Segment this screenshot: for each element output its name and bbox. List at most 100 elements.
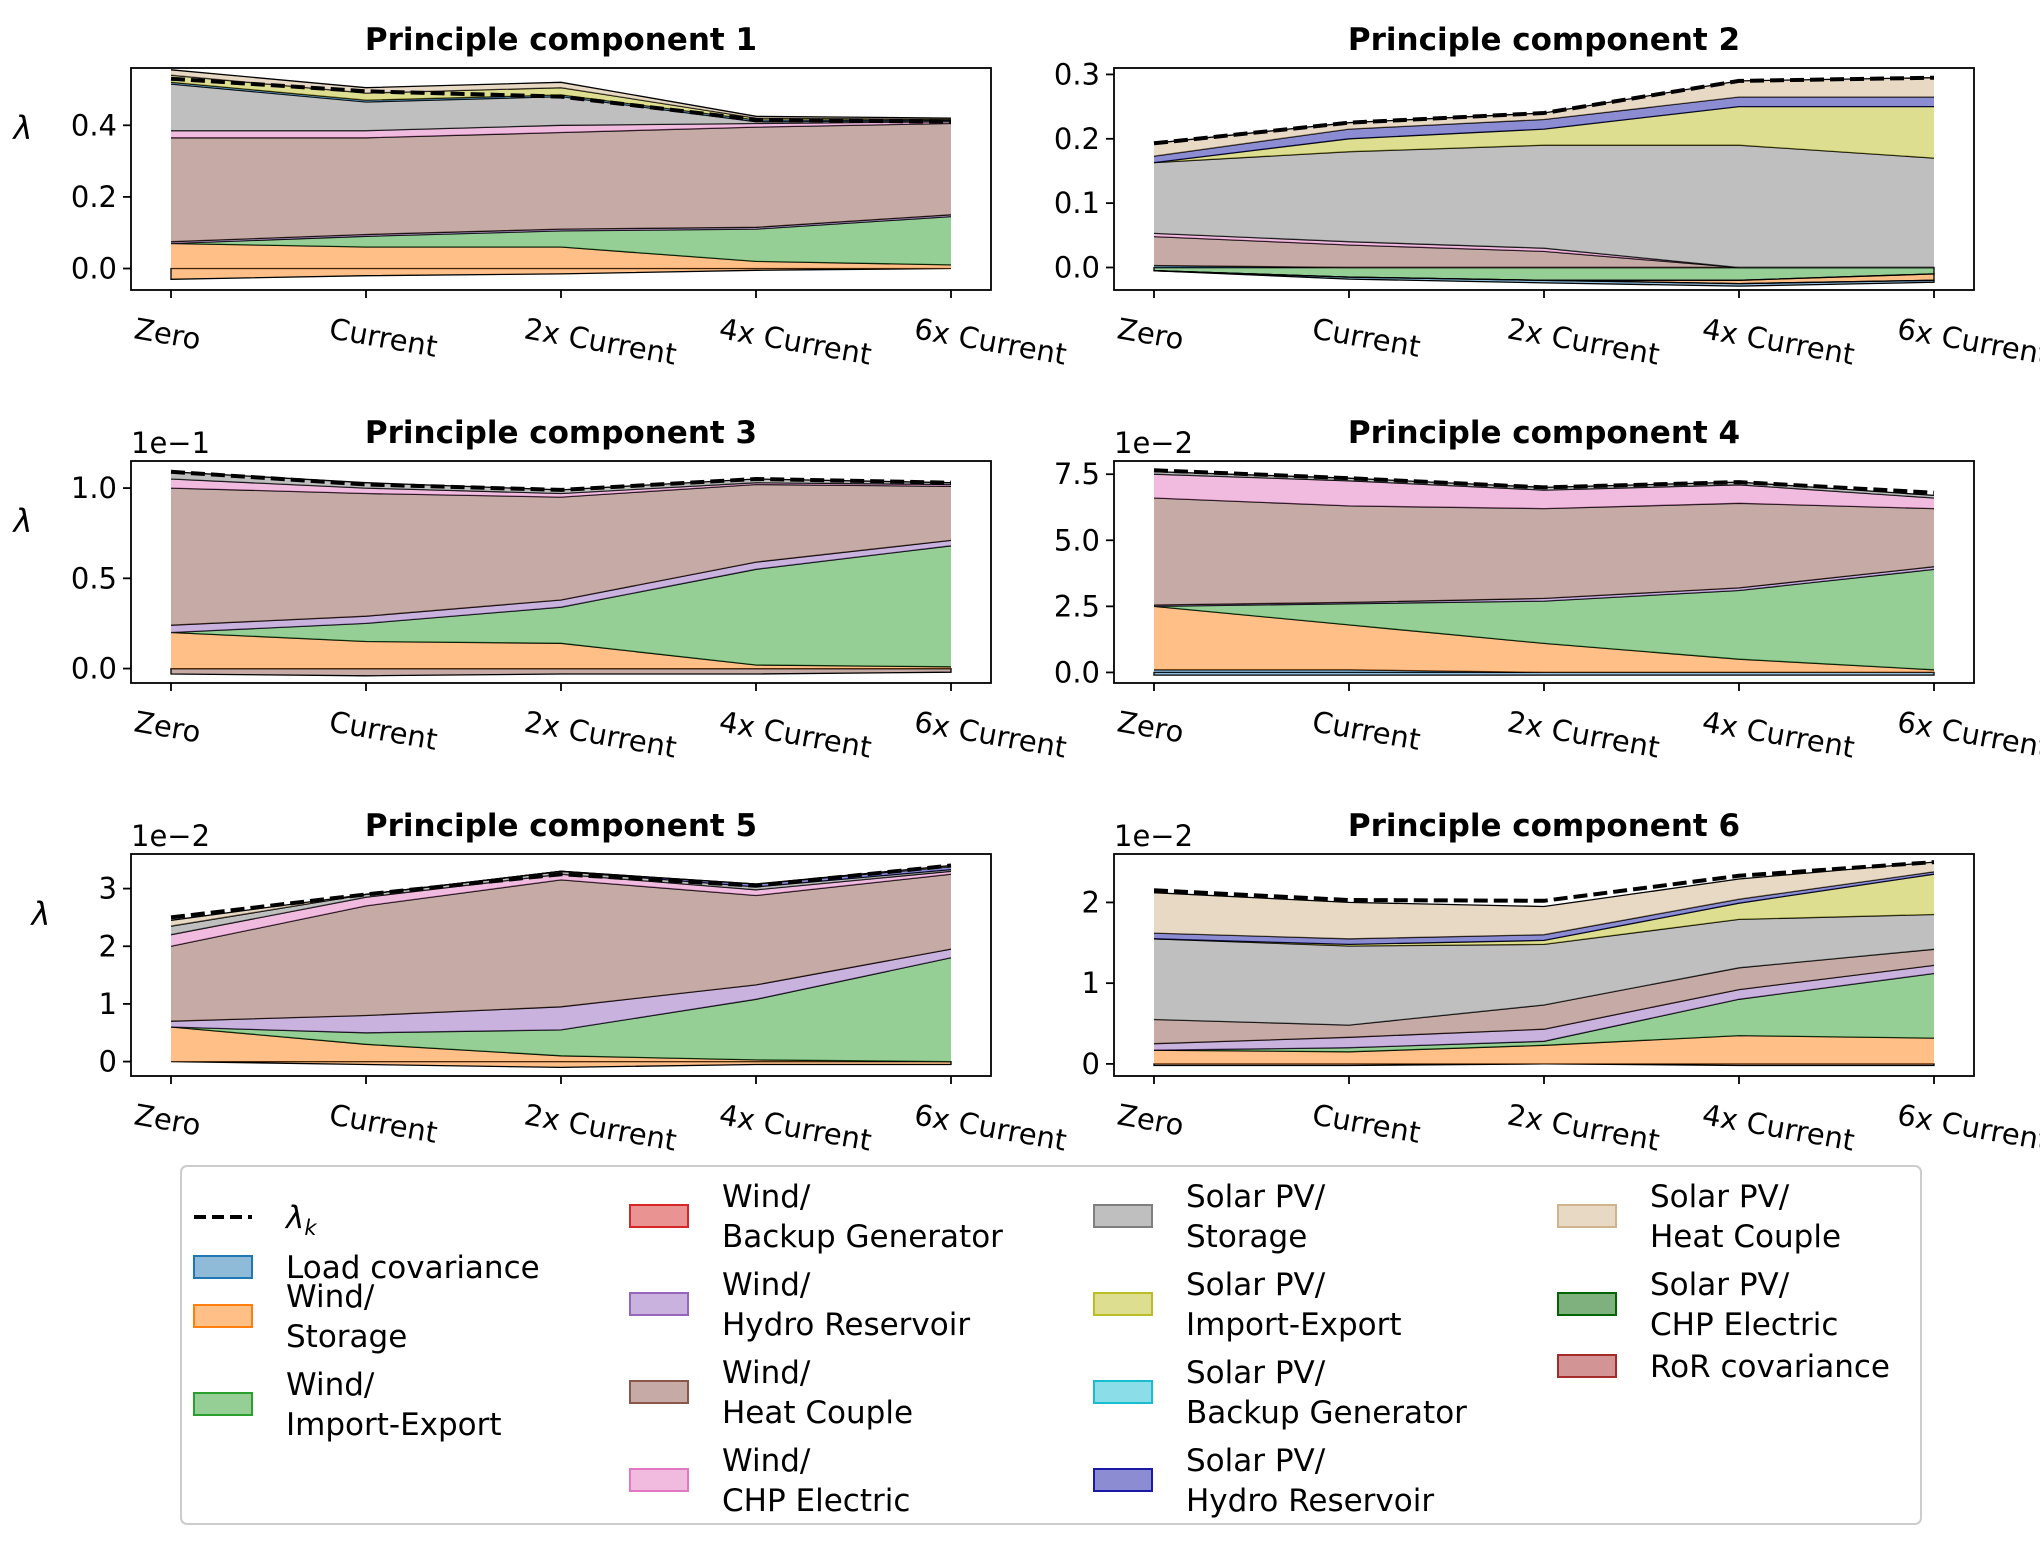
legend-swatch-s_hr xyxy=(1093,1468,1153,1492)
y-axis-label: λ xyxy=(30,895,51,933)
legend-swatch-s_ie xyxy=(1093,1292,1153,1316)
y-tick-label: 0.0 xyxy=(71,252,117,286)
subplot-title: Principle component 5 xyxy=(365,808,757,844)
area-w_hc xyxy=(1154,498,1934,605)
area-w_hr xyxy=(171,949,951,1033)
subplot-title: Principle component 6 xyxy=(1348,808,1740,844)
legend-label-load: Load covariance xyxy=(286,1250,540,1286)
area-w_ie xyxy=(171,545,951,667)
area-w_sto xyxy=(1154,1035,1934,1064)
subplot-title: Principle component 4 xyxy=(1348,415,1740,451)
legend-label-w_hr: Wind/Hydro Reservoir xyxy=(722,1267,970,1343)
area-w_sto xyxy=(1154,606,1934,673)
legend-label-s_sto: Solar PV/Storage xyxy=(1186,1179,1326,1255)
y-tick-label: 3 xyxy=(99,872,117,906)
legend-label-s_hr: Solar PV/Hydro Reservoir xyxy=(1186,1443,1434,1519)
legend-swatch-w_ie xyxy=(193,1392,253,1416)
legend-label-w_ie: Wind/Import-Export xyxy=(286,1367,502,1443)
subplot-title: Principle component 2 xyxy=(1348,22,1740,58)
area-w_chp xyxy=(1154,474,1934,509)
legend-swatch-w_hc xyxy=(629,1380,689,1404)
y-tick-label: 1 xyxy=(99,987,117,1021)
y-tick-label: 0.0 xyxy=(1054,655,1100,689)
y-tick-label: 5.0 xyxy=(1054,523,1100,557)
y-tick-label: 0.4 xyxy=(71,108,117,142)
legend-swatch-w_bg xyxy=(629,1204,689,1228)
area-edge-s_hc xyxy=(1153,861,1935,908)
y-tick-label: 0.3 xyxy=(1054,57,1100,91)
area-w_hc xyxy=(171,123,951,242)
y-tick-label: 0.0 xyxy=(1054,250,1100,284)
area-w_sto xyxy=(171,1027,951,1062)
area-s_ie xyxy=(1154,874,1934,946)
area-w_hr xyxy=(171,540,951,633)
y-tick-label: 0 xyxy=(1082,1047,1100,1081)
legend-swatch-s_chp xyxy=(1557,1292,1617,1316)
legend-swatch-ror xyxy=(1557,1354,1617,1378)
subplot-title: Principle component 1 xyxy=(365,22,757,58)
y-tick-label: 0.2 xyxy=(71,180,117,214)
area-s_ie xyxy=(1154,106,1934,163)
lambda-k-line xyxy=(1153,468,1935,495)
lambda-k-line xyxy=(170,863,952,920)
axis-multiplier: 1e−2 xyxy=(1114,426,1193,460)
legend-swatch-w_sto xyxy=(193,1304,253,1328)
axis-multiplier: 1e−1 xyxy=(131,426,210,460)
y-tick-label: 0.5 xyxy=(71,561,117,595)
legend-swatch-w_chp xyxy=(629,1468,689,1492)
area-s_hr xyxy=(1154,871,1934,945)
area-load xyxy=(1154,265,1934,268)
legend-label-w_chp: Wind/CHP Electric xyxy=(722,1443,910,1519)
area-s_sto xyxy=(1154,914,1934,1026)
legend-label-s_bg: Solar PV/Backup Generator xyxy=(1186,1355,1467,1431)
area-w_hc xyxy=(171,874,951,1022)
legend-label-w_hc: Wind/Heat Couple xyxy=(722,1355,913,1431)
y-tick-label: 2 xyxy=(1082,885,1100,919)
area-w_sto xyxy=(171,243,951,269)
y-tick-label: 1 xyxy=(1082,966,1100,1000)
area-s_sto xyxy=(1154,145,1934,268)
legend-label-ror: RoR covariance xyxy=(1650,1349,1890,1385)
lambda-k-line xyxy=(170,469,952,492)
legend-box xyxy=(180,1165,1922,1525)
legend-label-s_chp: Solar PV/CHP Electric xyxy=(1650,1267,1838,1343)
y-tick-label: 0.2 xyxy=(1054,122,1100,156)
area-w_chp xyxy=(171,479,951,498)
y-tick-label: 7.5 xyxy=(1054,457,1100,491)
y-tick-label: 2.5 xyxy=(1054,589,1100,623)
legend-swatch-w_hr xyxy=(629,1292,689,1316)
area-s_hr xyxy=(1154,97,1934,163)
legend-label-lambda-k: λk xyxy=(284,1200,317,1240)
y-tick-label: 0 xyxy=(99,1045,117,1079)
area-w_ie xyxy=(171,957,951,1062)
legend-label-s_ie: Solar PV/Import-Export xyxy=(1186,1267,1402,1343)
legend-swatch-s_hc xyxy=(1557,1204,1617,1228)
y-axis-label: λ xyxy=(12,502,33,540)
lambda-k-line xyxy=(1153,75,1935,146)
subplot-title: Principle component 3 xyxy=(365,415,757,451)
legend-label-w_bg: Wind/Backup Generator xyxy=(722,1179,1003,1255)
area-w_chp xyxy=(171,121,951,138)
area-load-negative xyxy=(1153,270,1935,287)
area-s_hc xyxy=(1154,77,1934,157)
area-w_ie xyxy=(1154,569,1934,670)
axis-multiplier: 1e−2 xyxy=(1114,819,1193,853)
area-s_hc xyxy=(1154,862,1934,939)
area-s_sto xyxy=(171,869,951,935)
legend-label-w_sto: Wind/Storage xyxy=(286,1279,407,1355)
legend-swatch-s_sto xyxy=(1093,1204,1153,1228)
area-s_sto xyxy=(171,471,951,494)
area-s_sto xyxy=(171,84,951,131)
area-w_ie xyxy=(1154,973,1934,1052)
legend-label-s_hc: Solar PV/Heat Couple xyxy=(1650,1179,1841,1255)
area-w_hc xyxy=(171,484,951,626)
lambda-k-line xyxy=(1153,860,1935,903)
area-w_hc xyxy=(1154,949,1934,1044)
area-w_ie xyxy=(171,216,951,265)
y-tick-label: 2 xyxy=(99,929,117,963)
